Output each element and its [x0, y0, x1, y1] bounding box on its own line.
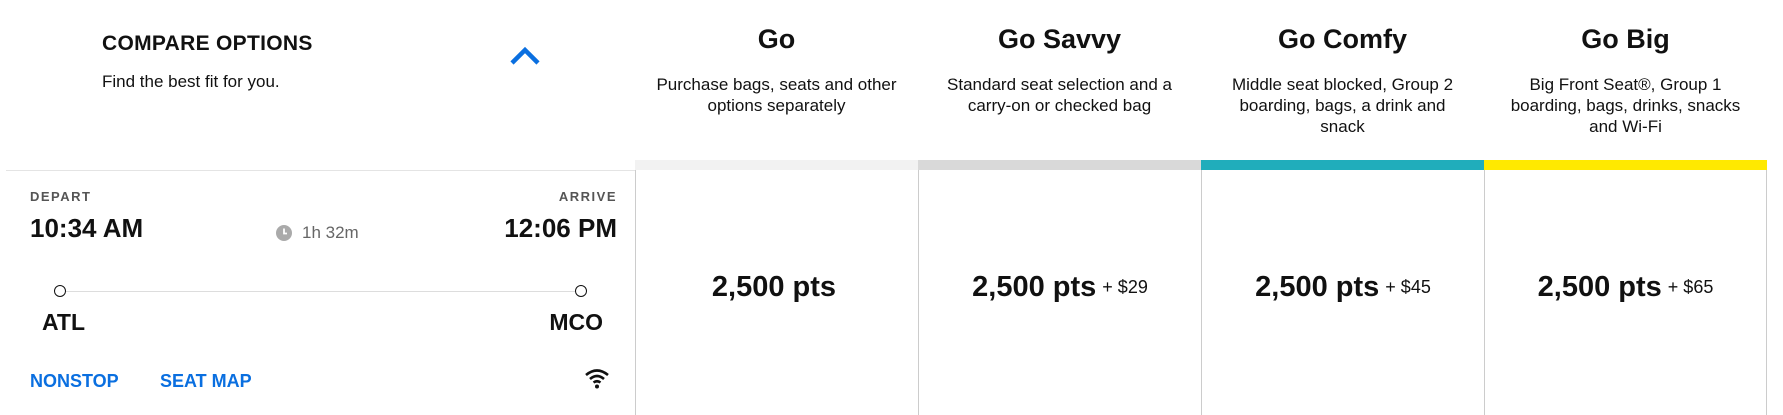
option-description: Big Front Seat®, Group 1 boarding, bags,…	[1510, 75, 1741, 136]
option-go-comfy: Go Comfy Middle seat blocked, Group 2 bo…	[1201, 0, 1484, 415]
duration: 1h 32m	[276, 223, 359, 243]
option-description: Standard seat selection and a carry-on o…	[947, 75, 1172, 115]
fare-cell[interactable]: 2,500 pts + $65	[1484, 170, 1767, 415]
option-go-big: Go Big Big Front Seat®, Group 1 boarding…	[1484, 0, 1767, 415]
option-title: Go	[757, 24, 796, 54]
origin-dot	[54, 285, 66, 297]
option-title: Go Comfy	[1277, 24, 1407, 54]
option-go: Go Purchase bags, seats and other option…	[635, 0, 918, 415]
depart-label: DEPART	[30, 189, 92, 204]
fare-points: 2,500 pts	[1255, 271, 1380, 303]
destination-dot	[575, 285, 587, 297]
option-title: Go Big	[1581, 24, 1670, 54]
compare-subtitle: Find the best fit for you.	[102, 72, 280, 91]
depart-time: 10:34 AM	[30, 213, 144, 243]
fare-points: 2,500 pts	[972, 271, 1097, 303]
fare-cell[interactable]: 2,500 pts + $29	[918, 170, 1201, 415]
option-go-savvy: Go Savvy Standard seat selection and a c…	[918, 0, 1201, 415]
option-color-bar	[1201, 160, 1484, 170]
fare-points: 2,500 pts	[1537, 271, 1662, 303]
option-description: Purchase bags, seats and other options s…	[656, 75, 897, 115]
compare-options-header: COMPARE OPTIONS Find the best fit for yo…	[0, 0, 635, 170]
duration-text: 1h 32m	[302, 223, 359, 242]
arrive-label: ARRIVE	[558, 189, 617, 204]
fare-cell[interactable]: 2,500 pts	[635, 170, 918, 415]
compare-title: COMPARE OPTIONS	[102, 32, 313, 55]
option-title: Go Savvy	[997, 24, 1122, 54]
fare-points: 2,500 pts	[711, 271, 837, 303]
seat-map-link[interactable]: SEAT MAP	[160, 371, 252, 391]
arrive-time: 12:06 PM	[504, 213, 617, 243]
option-color-bar	[918, 160, 1201, 170]
option-description: Middle seat blocked, Group 2 boarding, b…	[1231, 75, 1454, 136]
destination-code: MCO	[549, 309, 603, 335]
wifi-icon	[585, 369, 609, 389]
fare-cash: + $29	[1102, 277, 1148, 297]
nonstop-link[interactable]: NONSTOP	[30, 371, 119, 391]
fare-cash: + $45	[1385, 277, 1431, 297]
option-color-bar	[1484, 160, 1767, 170]
fare-cell[interactable]: 2,500 pts + $45	[1201, 170, 1484, 415]
flight-summary: DEPART ARRIVE 10:34 AM 12:06 PM 1h 32m A…	[6, 170, 635, 415]
option-color-bar	[635, 160, 918, 170]
clock-icon	[276, 225, 292, 241]
fare-cash: + $65	[1667, 277, 1714, 297]
origin-code: ATL	[42, 309, 86, 335]
route-line	[60, 291, 581, 292]
chevron-up-icon[interactable]	[508, 44, 542, 68]
